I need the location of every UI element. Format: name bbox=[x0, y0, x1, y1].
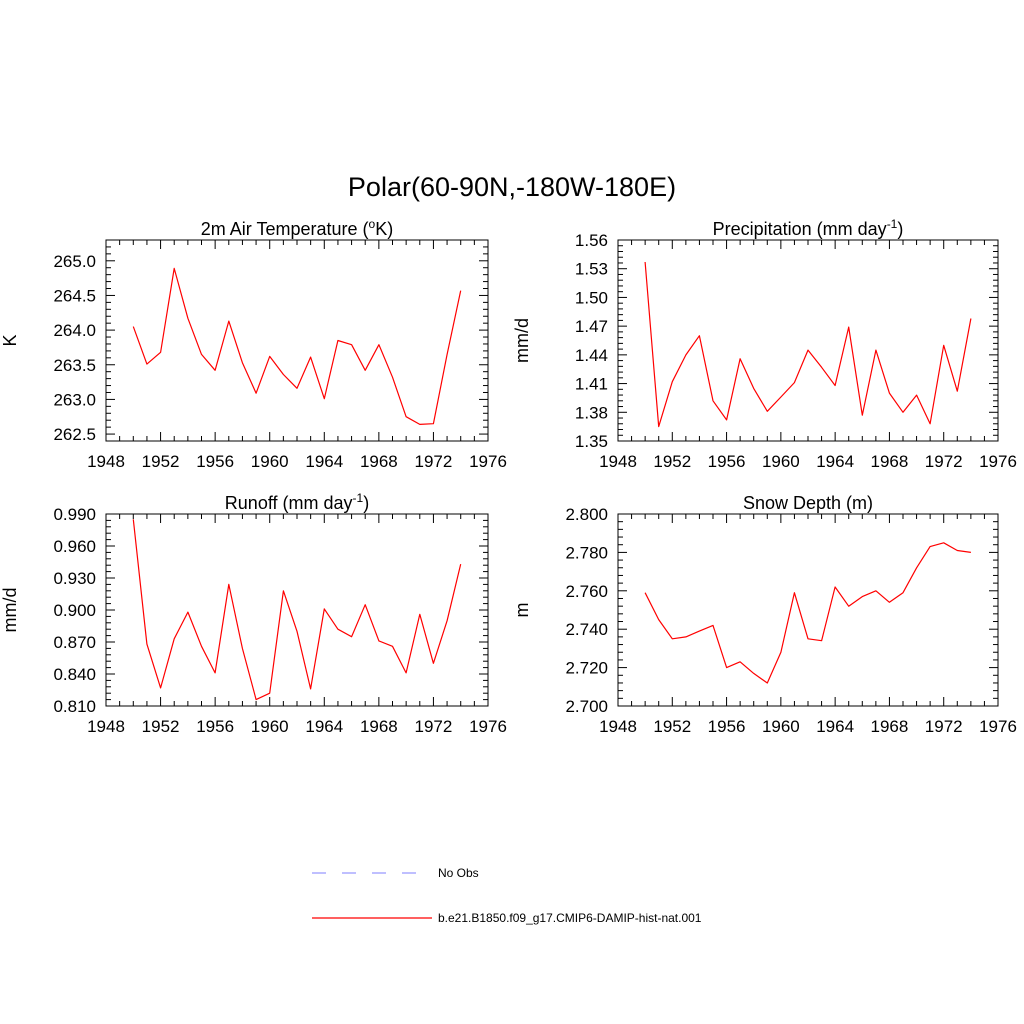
x-tick-label: 1952 bbox=[142, 452, 180, 471]
x-tick-label: 1956 bbox=[708, 717, 746, 736]
x-tick-label: 1976 bbox=[979, 717, 1017, 736]
panel-title: 2m Air Temperature (oK) bbox=[201, 217, 393, 239]
y-tick-label: 263.5 bbox=[53, 356, 96, 375]
y-tick-label: 2.720 bbox=[565, 659, 608, 678]
panel-air-temperature: 2m Air Temperature (oK) K 1948 1952 1956 1960… bbox=[0, 217, 507, 471]
panel-runoff: Runoff (mm day-1) mm/d 1948 1952 1956 1960 196… bbox=[0, 491, 507, 736]
y-tick-label: 2.800 bbox=[565, 505, 608, 524]
x-tick-label: 1968 bbox=[871, 452, 909, 471]
y-tick-label: 1.41 bbox=[575, 375, 608, 394]
y-tick-label: 2.740 bbox=[565, 620, 608, 639]
panel-title-text: Runoff (mm day bbox=[225, 493, 353, 513]
x-tick-label: 1960 bbox=[251, 717, 289, 736]
y-tick-label: 1.38 bbox=[575, 403, 608, 422]
x-tick-label: 1960 bbox=[251, 452, 289, 471]
x-tick-label: 1976 bbox=[469, 452, 507, 471]
x-tick-label: 1960 bbox=[762, 452, 800, 471]
panel-title-superscript: -1 bbox=[353, 491, 364, 505]
y-tick-label: 1.47 bbox=[575, 317, 608, 336]
x-tick-label: 1976 bbox=[469, 717, 507, 736]
legend-label-no-obs: No Obs bbox=[438, 866, 479, 880]
plot-frame bbox=[617, 513, 999, 707]
y-tick-label: 264.0 bbox=[53, 321, 96, 340]
y-axis-label: mm/d bbox=[512, 318, 532, 363]
y-tick-label: 2.780 bbox=[565, 543, 608, 562]
x-tick-label: 1948 bbox=[87, 717, 125, 736]
y-axis-label: mm/d bbox=[0, 588, 20, 633]
y-tick-label: 2.760 bbox=[565, 582, 608, 601]
panel-title-superscript: o bbox=[369, 217, 376, 231]
y-tick-label: 0.960 bbox=[53, 537, 96, 556]
x-tick-label: 1964 bbox=[305, 452, 343, 471]
x-tick-label: 1952 bbox=[142, 717, 180, 736]
y-tick-label: 0.810 bbox=[53, 697, 96, 716]
legend-label-model: b.e21.B1850.f09_g17.CMIP6-DAMIP-hist-nat… bbox=[438, 911, 702, 925]
panel-title-text: 2m Air Temperature ( bbox=[201, 219, 369, 239]
x-tick-label: 1968 bbox=[871, 717, 909, 736]
series-line bbox=[132, 519, 462, 701]
y-tick-label: 264.5 bbox=[53, 286, 96, 305]
panel-title-superscript: -1 bbox=[887, 217, 898, 231]
y-tick-label: 1.44 bbox=[575, 346, 608, 365]
y-axis-label: K bbox=[0, 334, 20, 346]
x-tick-label: 1964 bbox=[305, 717, 343, 736]
panel-title-text: Precipitation (mm day bbox=[713, 219, 887, 239]
y-tick-label: 1.56 bbox=[575, 231, 608, 250]
y-tick-label: 0.870 bbox=[53, 633, 96, 652]
x-tick-label: 1972 bbox=[415, 717, 453, 736]
x-tick-label: 1972 bbox=[925, 717, 963, 736]
x-tick-label: 1968 bbox=[360, 717, 398, 736]
x-tick-label: 1972 bbox=[925, 452, 963, 471]
y-tick-label: 263.0 bbox=[53, 390, 96, 409]
plot-frame bbox=[105, 239, 489, 442]
x-tick-label: 1976 bbox=[979, 452, 1017, 471]
y-tick-label: 0.900 bbox=[53, 601, 96, 620]
y-tick-label: 1.50 bbox=[575, 288, 608, 307]
y-tick-label: 2.700 bbox=[565, 697, 608, 716]
panel-snow-depth: Snow Depth (m) m 1948 1952 1956 1960 1964 1968 1… bbox=[512, 493, 1017, 736]
x-tick-label: 1956 bbox=[196, 717, 234, 736]
series-line bbox=[644, 261, 972, 428]
panel-title-tail: K) bbox=[375, 219, 393, 239]
figure-title: Polar(60-90N,-180W-180E) bbox=[348, 172, 676, 202]
x-tick-label: 1968 bbox=[360, 452, 398, 471]
y-tick-label: 1.35 bbox=[575, 432, 608, 451]
panel-title: Runoff (mm day-1) bbox=[225, 491, 369, 513]
panel-title-tail: ) bbox=[363, 493, 369, 513]
y-tick-label: 0.930 bbox=[53, 569, 96, 588]
x-tick-label: 1956 bbox=[708, 452, 746, 471]
panel-title-text: Snow Depth (m) bbox=[743, 493, 873, 513]
x-tick-label: 1952 bbox=[653, 452, 691, 471]
x-tick-label: 1960 bbox=[762, 717, 800, 736]
y-tick-label: 0.840 bbox=[53, 665, 96, 684]
x-tick-label: 1956 bbox=[196, 452, 234, 471]
x-tick-label: 1972 bbox=[415, 452, 453, 471]
panel-title: Snow Depth (m) bbox=[743, 493, 873, 513]
x-tick-label: 1948 bbox=[599, 717, 637, 736]
plot-frame bbox=[617, 239, 999, 442]
y-tick-label: 262.5 bbox=[53, 425, 96, 444]
y-axis-label: m bbox=[512, 603, 532, 618]
y-tick-label: 265.0 bbox=[53, 252, 96, 271]
y-tick-label: 0.990 bbox=[53, 505, 96, 524]
x-tick-label: 1952 bbox=[653, 717, 691, 736]
panel-title-tail: ) bbox=[897, 219, 903, 239]
series-line bbox=[132, 267, 462, 425]
legend: No Obs b.e21.B1850.f09_g17.CMIP6-DAMIP-h… bbox=[312, 866, 702, 925]
series-line bbox=[644, 542, 971, 684]
panel-title: Precipitation (mm day-1) bbox=[713, 217, 904, 239]
panel-grid: 2m Air Temperature (oK) K 1948 1952 1956 1960… bbox=[0, 217, 1017, 736]
x-tick-label: 1964 bbox=[816, 452, 854, 471]
x-tick-label: 1948 bbox=[87, 452, 125, 471]
y-tick-label: 1.53 bbox=[575, 260, 608, 279]
x-tick-label: 1964 bbox=[816, 717, 854, 736]
x-tick-label: 1948 bbox=[599, 452, 637, 471]
panel-precipitation: Precipitation (mm day-1) mm/d 1948 1952 1956… bbox=[512, 217, 1017, 471]
